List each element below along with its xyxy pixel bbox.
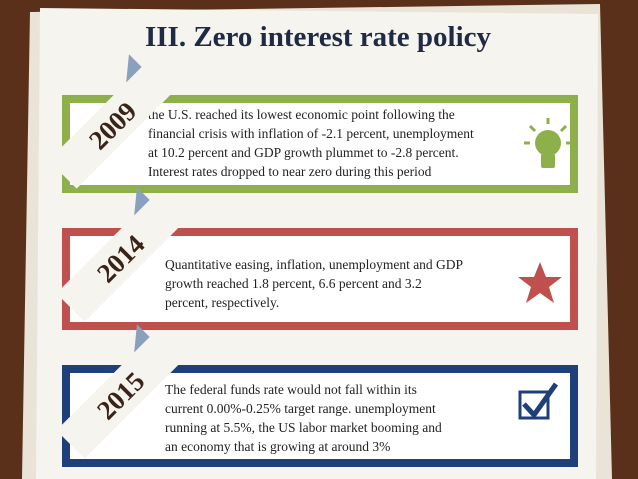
info-text: financial crisis with inflation of -2.1 … <box>148 126 474 141</box>
info-text: The federal funds rate would not fall wi… <box>165 382 417 397</box>
ribbon <box>56 197 181 322</box>
info-text: running at 5.5%, the US labor market boo… <box>165 420 442 435</box>
info-text: percent, respectively. <box>165 295 279 310</box>
info-text: at 10.2 percent and GDP growth plummet t… <box>148 145 459 160</box>
ribbon <box>56 334 181 459</box>
ribbon-fold <box>126 54 142 83</box>
title: III. Zero interest rate policy <box>145 21 492 53</box>
info-text: an economy that is growing at around 3% <box>165 439 390 454</box>
star-icon <box>518 262 562 303</box>
info-text: Quantitative easing, inflation, unemploy… <box>165 257 463 272</box>
year-ribbon: 2015 <box>56 324 181 459</box>
info-text: growth reached 1.8 percent, 6.6 percent … <box>165 276 422 291</box>
ribbon-fold <box>134 187 150 216</box>
info-text: Interest rates dropped to near zero duri… <box>148 164 432 179</box>
ribbon-fold <box>134 324 150 353</box>
checkbox-icon <box>518 382 559 420</box>
info-text: current 0.00%-0.25% target range. unempl… <box>165 401 436 416</box>
lightbulb-icon <box>524 118 572 168</box>
ribbon <box>48 64 173 189</box>
info-text: the U.S. reached its lowest economic poi… <box>148 107 455 122</box>
